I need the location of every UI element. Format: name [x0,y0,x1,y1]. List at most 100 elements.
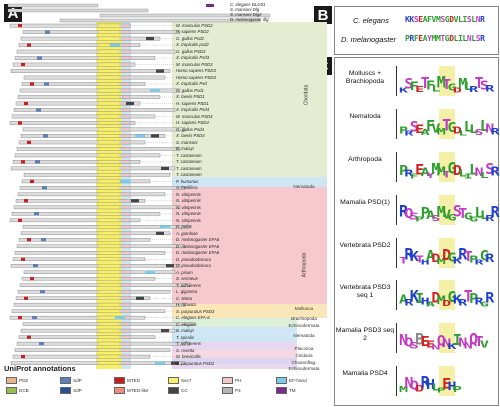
logo-highlight [439,237,455,268]
legend-label: PDZ [19,378,29,383]
logo-residue: A [420,165,430,179]
domain-sec7 [97,127,121,132]
logo-residue: P [469,291,479,307]
logo-residue: T [474,333,484,350]
clade-band-echinodermata-2 [172,364,297,369]
domain-ph [122,173,131,177]
logo-residue: R [490,125,500,137]
logo-residue: Q [469,329,479,349]
logo-highlight [439,280,455,311]
clade-label-chordata: Chordata [303,84,310,106]
domain-sec7 [97,231,121,236]
domain-ph [122,75,131,80]
domain-ph [122,140,131,145]
clade-band-cnidaria [172,350,297,358]
species-label: D. pseudoobscura [176,256,211,262]
logo-residue: K [452,254,462,266]
logo-axis [396,323,397,354]
domain-ph [122,36,131,41]
residue: S [475,34,481,43]
domain-cc [161,166,169,170]
logo-residue: N [399,330,409,350]
species-label: D. melanogaster EFA6 [176,237,220,243]
top-species-label: C. elegans DLG01 [230,2,266,7]
domain-ph [122,127,131,132]
panel-letter-b: B [314,6,332,24]
domain-ph [122,283,131,287]
domain-tm [206,4,214,7]
legend-label: MTED [127,378,141,383]
domain-sdp [41,238,46,242]
domain-mted [27,238,31,242]
protein-bar [10,69,171,73]
residue: D [449,15,454,24]
domain-sec7 [97,101,121,106]
logo-highlight [439,366,455,397]
logo-residue: G [463,210,473,222]
logo-residue: D [442,298,452,309]
domain-ph [122,276,131,281]
domain-sec7 [97,289,121,294]
logo-residue: P [420,203,430,221]
logo-residue: M [436,163,446,179]
logo-residue: B [415,329,425,349]
domain-ef-hand [135,134,145,138]
domain-sec7 [97,121,121,125]
domain-sec7 [97,30,121,34]
domain-sdp [32,316,37,320]
logo-residue: G [447,287,457,307]
clade-column-chordata [297,22,327,177]
panel-b-box: C. elegans KKSEAFVMSGDVLISLNR D. melanog… [334,6,499,55]
logo-residue: R [485,83,495,94]
protein-bar [21,276,156,281]
logo-residue: D [452,86,462,95]
logo-residue: G [447,249,457,265]
logo-residue: H [447,379,457,394]
domain-ph [122,82,131,86]
logo-label: Vertebrata PSD3 seq 1 [339,284,391,300]
domain-sec7 [97,36,121,41]
domain-ph [122,354,131,359]
logo-residue: T [463,286,473,307]
species-label: A. gambiae [176,230,198,236]
domain-mted [24,199,28,203]
legend-item: P4 [222,387,241,394]
protein-bar [21,179,151,184]
residue: K [409,15,414,24]
logo-residue: T [458,205,468,222]
protein-bar [10,166,176,171]
species-label: D. pulex [176,224,192,230]
logo-residue: R [474,295,484,308]
logo-residue: Q [404,335,414,351]
domain-sec7 [97,140,121,145]
domain-ef-hand [120,179,130,183]
domain-sec7 [97,69,121,73]
legend-item: PH [222,377,241,384]
residue: L [462,34,467,43]
logo-residue: M [436,294,446,308]
domain-ph [122,322,131,326]
logo-highlight [439,108,455,139]
logo-residue: T [399,254,409,266]
species-label: M. musculus PSD4 [176,113,213,119]
logo-residue: P [399,124,409,137]
legend-item: DCB [6,387,29,394]
logo-residue: E [442,375,452,393]
residue: I [458,34,463,43]
domain-sec7 [97,244,121,249]
legend-swatch [276,377,287,384]
species-label: B. malayi [176,146,194,152]
species-label: S. purpuratus PSD2 [176,360,215,366]
logo-residue: H [420,257,430,266]
logo-residue: K [447,341,457,352]
logo-residue: R [485,251,495,265]
domain-sec7 [97,348,121,352]
domain-cc [156,69,164,73]
protein-bar [15,101,141,106]
